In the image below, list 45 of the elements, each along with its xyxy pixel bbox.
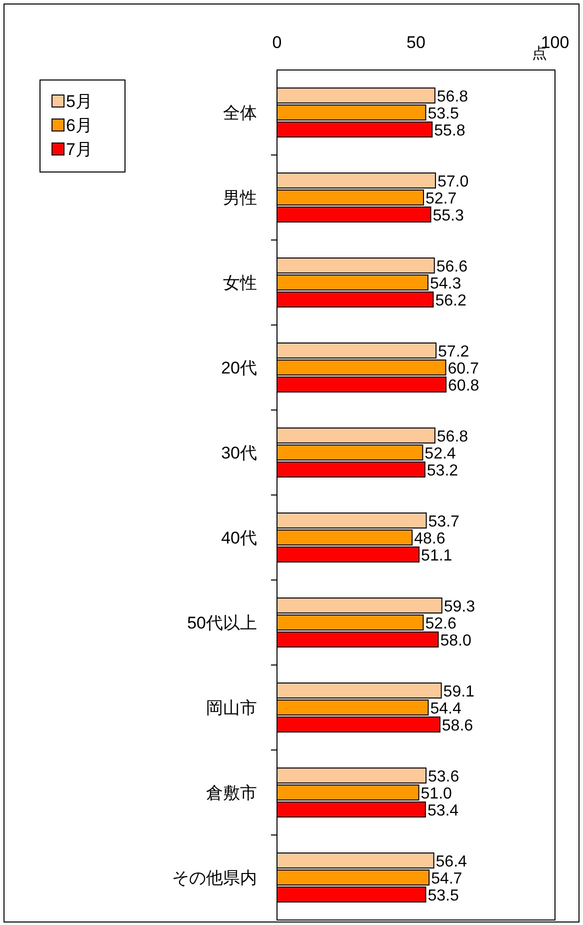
data-label: 51.0	[420, 786, 452, 802]
data-label: 53.5	[428, 106, 459, 122]
data-label: 52.4	[424, 446, 456, 462]
legend-label: 7月	[66, 140, 92, 159]
data-label: 55.3	[432, 208, 464, 224]
data-label: 60.7	[448, 360, 479, 378]
legend-label: 6月	[66, 116, 92, 135]
data-label: 53.7	[428, 514, 460, 530]
x-tick-label: 0	[272, 33, 282, 52]
y-tick-label: 全体	[223, 104, 257, 122]
y-tick-label: その他県内	[172, 868, 257, 888]
data-label: 56.8	[436, 428, 468, 446]
data-label: 54.3	[430, 276, 462, 292]
data-label: 60.8	[448, 378, 480, 394]
x-tick-label: 50	[406, 33, 426, 52]
y-tick-label: 倉敷市	[206, 784, 257, 802]
data-label: 51.1	[421, 548, 452, 564]
data-label: 57.2	[438, 344, 470, 360]
legend-label: 5月	[66, 92, 92, 111]
data-label: 56.2	[435, 292, 466, 310]
y-tick-label: 50代以上	[187, 614, 257, 632]
data-label: 58.0	[440, 632, 472, 650]
data-label: 56.6	[436, 258, 468, 276]
y-tick-label: 岡山市	[206, 698, 257, 718]
data-label: 55.8	[434, 122, 466, 140]
y-tick-label: 30代	[221, 444, 257, 462]
data-label: 54.7	[431, 870, 462, 888]
data-label: 56.8	[436, 88, 468, 106]
data-label: 59.3	[444, 598, 476, 616]
y-tick-label: 男性	[223, 188, 257, 208]
data-label: 53.5	[428, 888, 459, 904]
data-label: 59.1	[443, 684, 475, 700]
data-label: 56.4	[436, 854, 468, 870]
data-label: 48.6	[414, 530, 446, 548]
data-label: 53.4	[427, 802, 459, 820]
data-label: 58.6	[442, 718, 474, 734]
data-label: 53.6	[428, 768, 460, 786]
data-label: 57.0	[437, 174, 469, 190]
y-tick-label: 40代	[221, 528, 257, 548]
data-label: 53.2	[426, 462, 458, 480]
y-tick-label: 女性	[223, 274, 257, 292]
data-label: 52.6	[425, 616, 456, 632]
data-label: 54.4	[430, 700, 462, 718]
data-label: 52.7	[426, 190, 457, 208]
y-tick-label: 20代	[221, 358, 257, 378]
